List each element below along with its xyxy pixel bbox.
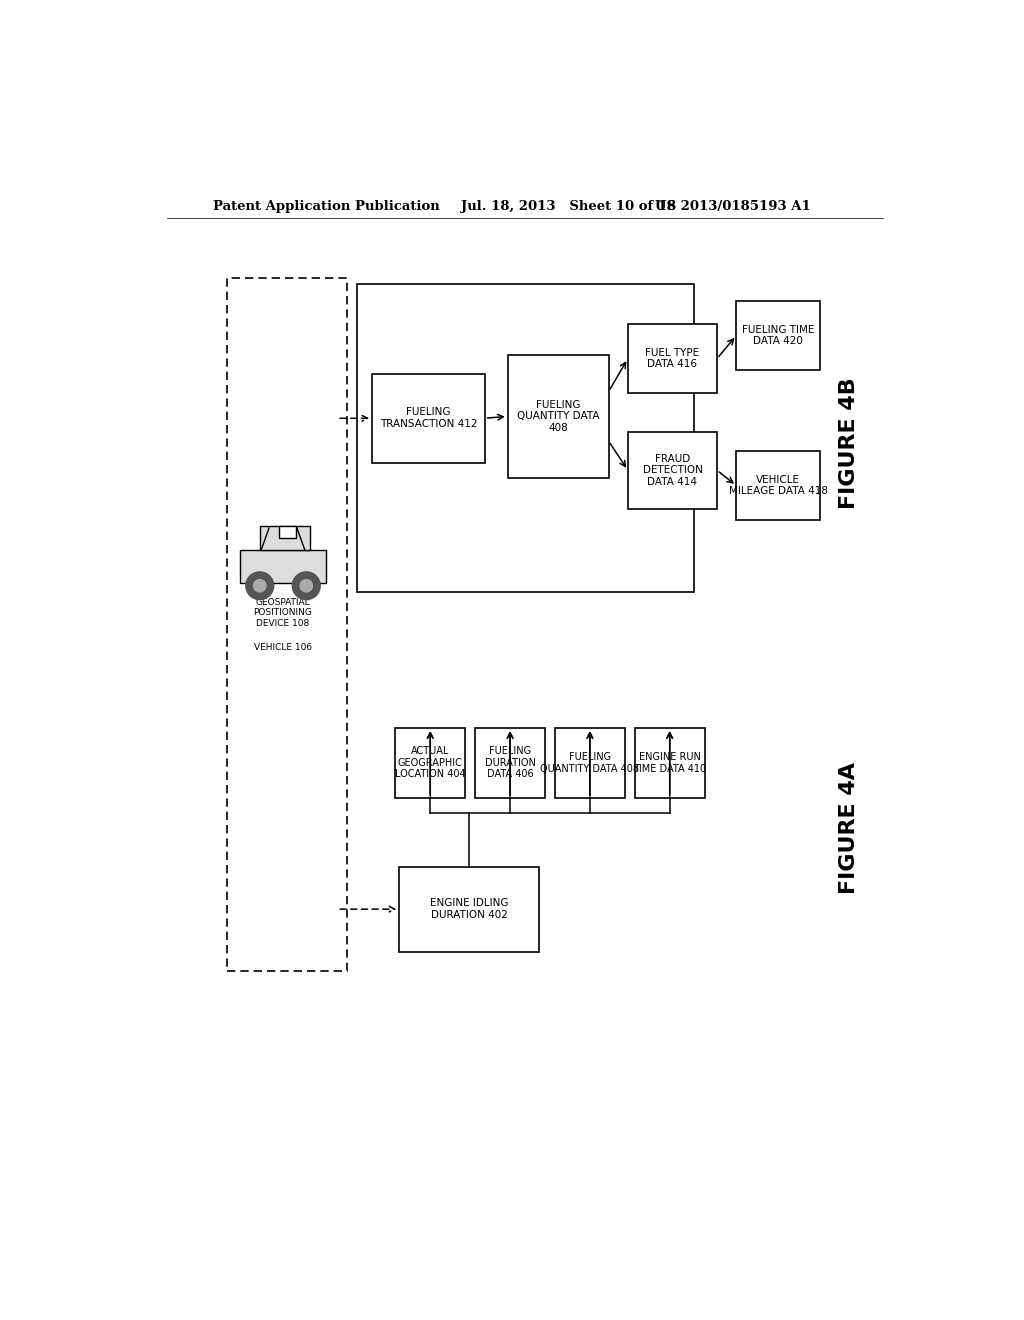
Text: Patent Application Publication: Patent Application Publication xyxy=(213,199,440,213)
Bar xyxy=(628,432,717,508)
Bar xyxy=(508,355,608,478)
Text: FUELING
QUANTITY DATA 408: FUELING QUANTITY DATA 408 xyxy=(541,752,639,774)
Circle shape xyxy=(246,572,273,599)
Bar xyxy=(241,549,326,583)
Circle shape xyxy=(254,579,266,591)
Bar xyxy=(260,527,310,549)
Bar xyxy=(280,527,296,539)
Text: ENGINE RUN
TIME DATA 410: ENGINE RUN TIME DATA 410 xyxy=(633,752,707,774)
Text: Jul. 18, 2013   Sheet 10 of 18: Jul. 18, 2013 Sheet 10 of 18 xyxy=(461,199,677,213)
Circle shape xyxy=(292,572,321,599)
Bar xyxy=(372,374,484,462)
Bar xyxy=(628,323,717,393)
Text: FIGURE 4B: FIGURE 4B xyxy=(839,378,859,510)
Bar xyxy=(399,867,539,952)
Text: FUELING
QUANTITY DATA
408: FUELING QUANTITY DATA 408 xyxy=(517,400,599,433)
Bar xyxy=(635,729,705,797)
Text: FUELING TIME
DATA 420: FUELING TIME DATA 420 xyxy=(742,325,814,346)
Text: ACTUAL
GEOGRAPHIC
LOCATION 404: ACTUAL GEOGRAPHIC LOCATION 404 xyxy=(395,746,466,779)
Text: FUEL TYPE
DATA 416: FUEL TYPE DATA 416 xyxy=(645,347,699,370)
Circle shape xyxy=(300,579,312,591)
Bar xyxy=(736,451,820,520)
Bar xyxy=(227,277,347,970)
Text: VEHICLE
MILEAGE DATA 418: VEHICLE MILEAGE DATA 418 xyxy=(729,475,827,496)
Bar xyxy=(395,729,465,797)
Bar xyxy=(356,284,693,591)
Text: GEOSPATIAL
POSITIONING
DEVICE 108: GEOSPATIAL POSITIONING DEVICE 108 xyxy=(254,598,312,627)
Text: US 2013/0185193 A1: US 2013/0185193 A1 xyxy=(655,199,811,213)
Text: FUELING
DURATION
DATA 406: FUELING DURATION DATA 406 xyxy=(484,746,536,779)
Text: FRAUD
DETECTION
DATA 414: FRAUD DETECTION DATA 414 xyxy=(642,454,702,487)
Text: VEHICLE 106: VEHICLE 106 xyxy=(254,643,312,652)
Bar xyxy=(736,301,820,370)
Text: FUELING
TRANSACTION 412: FUELING TRANSACTION 412 xyxy=(380,408,477,429)
Bar xyxy=(475,729,545,797)
Text: FIGURE 4A: FIGURE 4A xyxy=(839,763,859,895)
Text: ENGINE IDLING
DURATION 402: ENGINE IDLING DURATION 402 xyxy=(430,899,508,920)
Bar xyxy=(555,729,625,797)
